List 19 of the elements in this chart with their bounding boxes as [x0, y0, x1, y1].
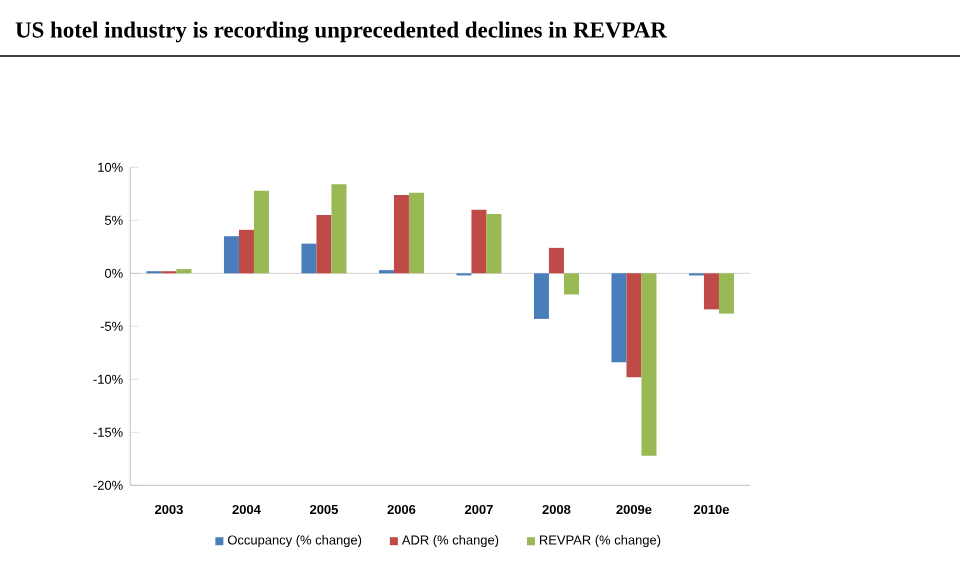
bar — [626, 273, 642, 378]
bar — [238, 229, 254, 274]
bar — [718, 273, 734, 314]
bar — [611, 273, 627, 363]
bar — [301, 243, 317, 274]
bar — [486, 213, 502, 274]
bar — [548, 247, 564, 274]
bar — [641, 273, 657, 456]
bar — [393, 194, 409, 274]
bar — [471, 209, 487, 274]
bar — [253, 190, 269, 274]
bar — [331, 184, 347, 274]
chart-title: US hotel industry is recording unprecedented declines in REVPAR — [15, 21, 668, 43]
bar — [703, 273, 719, 310]
bar — [223, 236, 239, 274]
bar — [316, 215, 332, 274]
bar — [408, 192, 424, 274]
bar — [563, 273, 579, 295]
bar — [533, 273, 549, 319]
